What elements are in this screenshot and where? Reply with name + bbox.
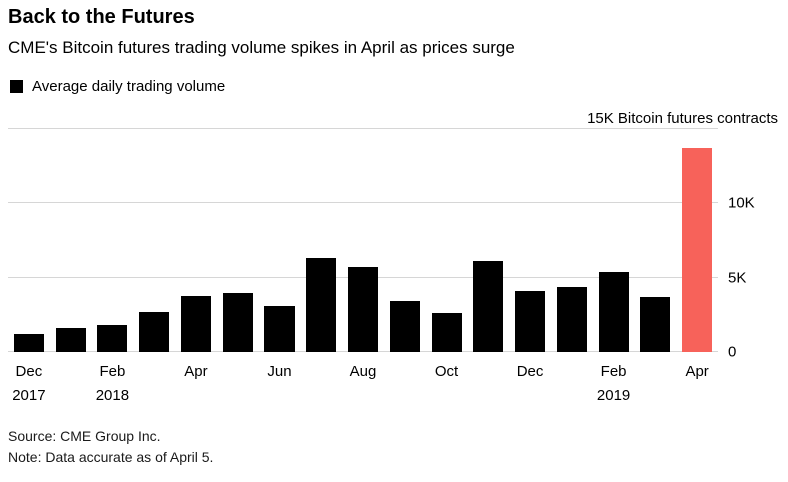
- legend: Average daily trading volume: [10, 78, 225, 95]
- bar-slot: [551, 129, 593, 352]
- x-axis-month-label: Dec: [15, 363, 43, 380]
- data-note: Note: Data accurate as of April 5.: [8, 449, 214, 465]
- x-axis-year-label: 2018: [95, 387, 130, 404]
- x-axis-month-label: Dec: [516, 363, 544, 380]
- bar-feb-2019: [598, 271, 629, 352]
- bar-slot: [92, 129, 134, 352]
- bar-slot: [467, 129, 509, 352]
- gridline-10000: [8, 202, 718, 204]
- x-axis-month-label: Apr: [685, 363, 709, 380]
- bar-may-2018: [222, 292, 253, 352]
- x-axis-slot-3: [133, 362, 175, 406]
- x-axis-slot-9: [384, 362, 426, 406]
- x-axis-slot-0: Dec 2017: [8, 362, 50, 406]
- x-axis-slot-11: [467, 362, 509, 406]
- x-axis-year-label: 2017: [12, 387, 46, 404]
- footer: Source: CME Group Inc. Note: Data accura…: [8, 426, 213, 468]
- chart-title: Back to the Futures: [8, 6, 195, 28]
- bar-slot: [509, 129, 551, 352]
- bar-jan-2019: [556, 286, 587, 352]
- x-axis-slot-10: Oct: [426, 362, 468, 406]
- x-axis-month-label: Oct: [434, 363, 459, 380]
- bar-slot: [342, 129, 384, 352]
- legend-swatch-icon: [10, 80, 23, 93]
- legend-label: Average daily trading volume: [32, 78, 226, 95]
- x-axis-slot-5: [217, 362, 259, 406]
- y-axis-label-10000: 10K: [728, 194, 755, 212]
- x-axis-slot-8: Aug: [342, 362, 384, 406]
- y-axis-label-0: 0: [728, 343, 737, 361]
- x-axis-month-label: Feb: [99, 363, 126, 380]
- y-axis-top-label: 15K Bitcoin futures contracts: [587, 110, 778, 127]
- x-axis-labels: Dec 2017 Feb 2018 Apr Jun Aug Oct Dec Feb 2019 Apr: [8, 362, 718, 406]
- y-axis-label-5000: 5K: [728, 269, 747, 287]
- bar-slot: [593, 129, 635, 352]
- bar-dec-2018: [515, 291, 546, 352]
- bar-jul-2018: [306, 258, 337, 352]
- chart-subtitle: CME's Bitcoin futures trading volume spi…: [8, 38, 515, 57]
- x-axis-slot-13: [551, 362, 593, 406]
- bar-mar-2019: [640, 297, 671, 352]
- bar-slot: [259, 129, 301, 352]
- bar-oct-2018: [431, 313, 462, 352]
- bar-jun-2018: [264, 305, 295, 352]
- bar-slot: [676, 129, 718, 352]
- bars-container: [8, 129, 718, 352]
- bar-slot: [426, 129, 468, 352]
- bar-slot: [217, 129, 259, 352]
- bar-slot: [8, 129, 50, 352]
- bar-jan-2018: [55, 328, 86, 352]
- bar-apr-2019: [682, 148, 713, 352]
- x-axis-slot-2: Feb 2018: [92, 362, 134, 406]
- bar-slot: [384, 129, 426, 352]
- x-axis-month-label: Apr: [184, 363, 208, 380]
- x-axis-slot-6: Jun: [259, 362, 301, 406]
- bar-aug-2018: [347, 267, 379, 352]
- source-note: Source: CME Group Inc.: [8, 428, 161, 444]
- bar-feb-2018: [97, 325, 128, 352]
- x-axis-slot-12: Dec: [509, 362, 551, 406]
- bar-slot: [50, 129, 92, 352]
- bar-sep-2018: [389, 301, 420, 352]
- gridline-15000: [8, 128, 718, 129]
- bar-mar-2018: [139, 311, 170, 352]
- y-axis-labels: 0 5K 10K: [728, 129, 784, 361]
- x-axis-slot-4: Apr: [175, 362, 217, 406]
- x-axis-month-label: Jun: [267, 363, 292, 380]
- bar-slot: [634, 129, 676, 352]
- x-axis-slot-7: [300, 362, 342, 406]
- x-axis-slot-15: [634, 362, 676, 406]
- bar-slot: [175, 129, 217, 352]
- bar-dec-2017: [13, 334, 44, 352]
- bar-nov-2018: [473, 261, 504, 352]
- plot-area: [8, 128, 718, 352]
- x-axis-slot-1: [50, 362, 92, 406]
- x-axis-month-label: Feb: [600, 363, 627, 380]
- bar-apr-2018: [180, 295, 211, 352]
- bar-slot: [300, 129, 342, 352]
- x-axis-slot-16: Apr: [676, 362, 718, 406]
- bar-slot: [133, 129, 175, 352]
- x-axis-month-label: Aug: [349, 363, 377, 380]
- x-axis-year-label: 2019: [596, 387, 631, 404]
- x-axis-slot-14: Feb 2019: [593, 362, 635, 406]
